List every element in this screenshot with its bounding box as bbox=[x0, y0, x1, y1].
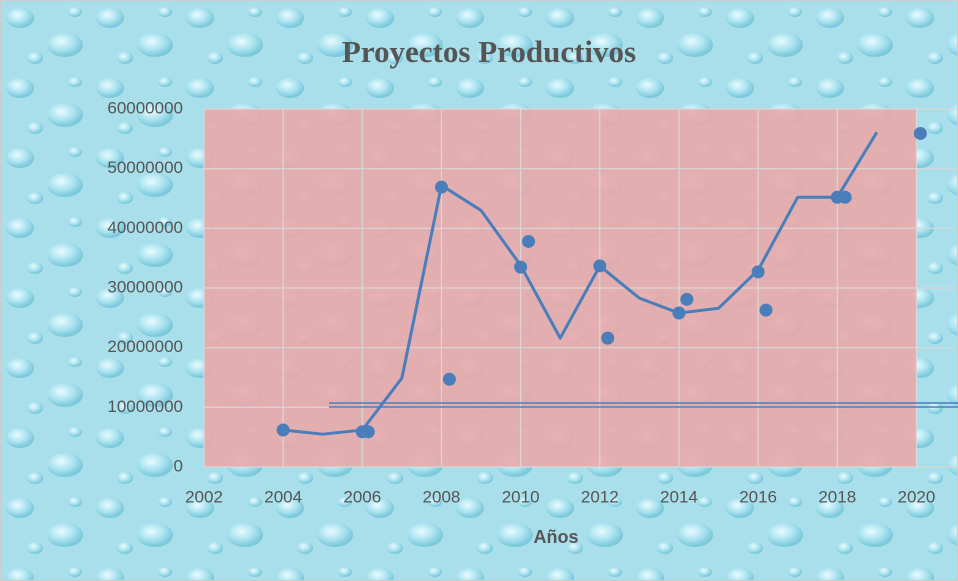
trend-line bbox=[283, 131, 879, 436]
data-point bbox=[601, 331, 615, 345]
y-tick-label: 40000000 bbox=[107, 218, 183, 237]
data-point bbox=[913, 126, 927, 140]
y-tick-label: 50000000 bbox=[107, 158, 183, 177]
data-point bbox=[759, 303, 773, 317]
y-tick-label: 0 bbox=[174, 456, 183, 475]
data-point bbox=[522, 234, 536, 248]
y-tick-label: 10000000 bbox=[107, 397, 183, 416]
x-tick-label: 2012 bbox=[581, 487, 619, 506]
y-tick-label: 30000000 bbox=[107, 277, 183, 296]
chart-title: Proyectos Productivos bbox=[342, 34, 636, 69]
data-point bbox=[838, 190, 852, 204]
x-tick-label: 2006 bbox=[343, 487, 381, 506]
data-point bbox=[442, 372, 456, 386]
x-tick-label: 2002 bbox=[185, 487, 223, 506]
x-tick-label: 2008 bbox=[423, 487, 461, 506]
y-tick-label: 20000000 bbox=[107, 337, 183, 356]
x-tick-label: 2004 bbox=[264, 487, 302, 506]
x-tick-label: 2014 bbox=[660, 487, 698, 506]
y-tick-label: 60000000 bbox=[107, 98, 183, 117]
x-tick-label: 2016 bbox=[739, 487, 777, 506]
x-tick-label: 2018 bbox=[818, 487, 856, 506]
x-axis-title: Años bbox=[534, 527, 579, 547]
data-point bbox=[680, 292, 694, 306]
x-tick-label: 2010 bbox=[502, 487, 540, 506]
x-tick-label: 2020 bbox=[898, 487, 936, 506]
